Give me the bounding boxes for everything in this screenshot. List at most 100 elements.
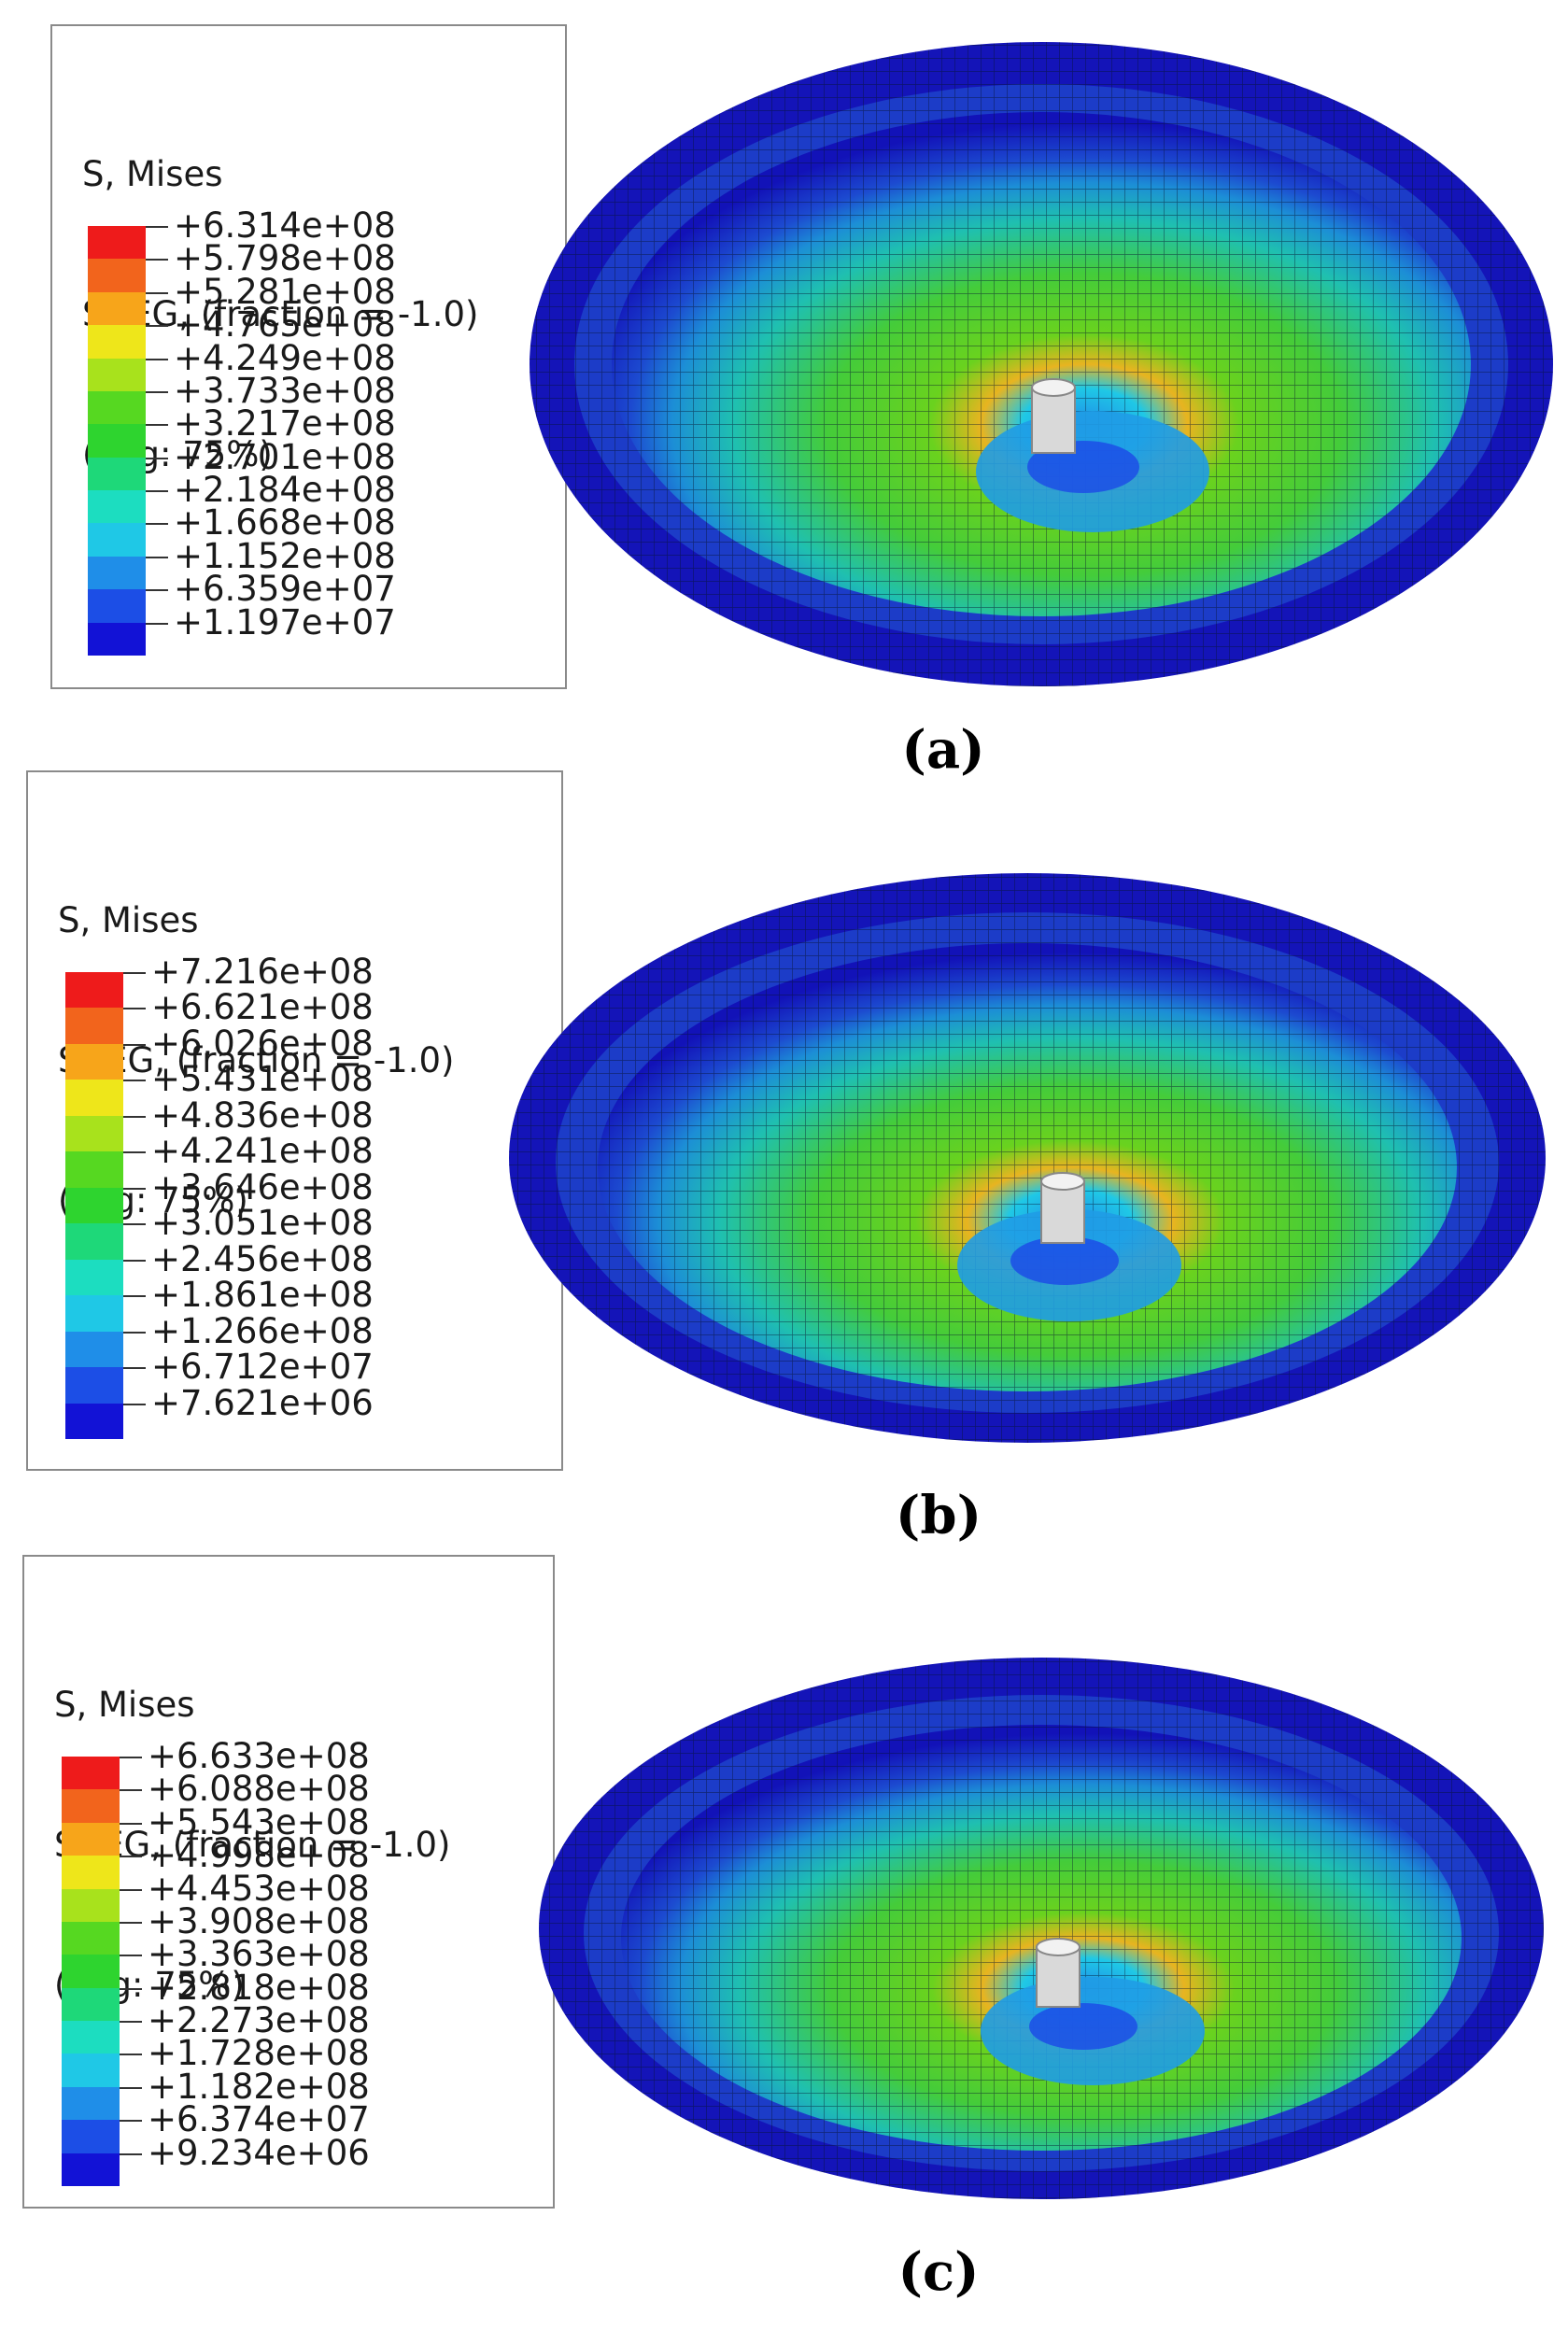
stress-contour-plot [530,42,1553,686]
scale-tick-label: +3.051e+08 [151,1203,374,1244]
color-scale: +7.216e+08 +6.621e+08 +6.026e+08 +5.431e+08… [65,954,542,1439]
color-band [62,1757,120,1790]
scale-tick-label: +1.861e+08 [151,1275,374,1316]
scale-tick [120,1856,142,1858]
scale-tick-label: +6.374e+07 [148,2099,370,2140]
color-band [88,259,146,292]
color-band [88,523,146,557]
color-band [62,1921,120,1955]
color-band [62,2054,120,2087]
color-band [65,1008,123,1044]
scale-tick [120,1955,142,1957]
scale-tick-label: +5.281e+08 [174,271,396,312]
scale-tick-label: +7.621e+06 [151,1382,374,1423]
legend-box: S, Mises SNEG, (fraction = -1.0) (Avg: 7… [50,24,567,689]
scale-tick-label: +4.765e+08 [174,304,396,346]
color-band [62,1856,120,1889]
color-band [88,291,146,326]
scale-tick [120,2054,142,2056]
scale-tick-label: +6.026e+08 [151,1023,374,1064]
stress-contour-plot [509,873,1546,1443]
color-band [88,226,146,260]
color-scale: +6.314e+08 +5.798e+08 +5.281e+08 +4.765e+08… [88,208,545,656]
scale-tick-label: +5.798e+08 [174,238,396,279]
scale-tick-label: +6.712e+07 [151,1347,374,1388]
scale-tick-label: +1.668e+08 [174,502,396,543]
scale-tick [146,589,168,592]
legend-box: S, Mises SNEG, (fraction = -1.0) (Avg: 7… [22,1555,555,2209]
scale-tick [123,1008,146,1010]
scale-tick [123,1331,146,1334]
scale-tick-label: +1.197e+07 [174,601,396,642]
scale-tick [123,1151,146,1154]
color-band [88,589,146,623]
color-band [62,1955,120,1988]
scale-tick-label: +1.152e+08 [174,535,396,576]
scale-tick-label: +4.453e+08 [148,1868,370,1909]
scale-tick [123,1115,146,1118]
color-band [65,972,123,1009]
scale-tick [123,1295,146,1298]
color-band [62,1822,120,1856]
scale-tick [123,1403,146,1405]
color-band [65,1223,123,1260]
scale-tick [120,1987,142,1990]
panel-a: S, Mises SNEG, (fraction = -1.0) (Avg: 7… [0,0,1568,781]
scale-tick [120,1822,142,1825]
stress-contour-plot [539,1658,1544,2199]
panel-b: S, Mises SNEG, (fraction = -1.0) (Avg: 7… [0,770,1568,1551]
punch-icon [1031,378,1076,454]
scale-tick [146,226,168,228]
scale-tick [146,390,168,393]
scale-tick-label: +7.216e+08 [151,952,374,992]
scale-tick [146,291,168,294]
scale-tick [146,259,168,261]
scale-tick [146,457,168,459]
scale-tick [120,1921,142,1924]
scale-tick [120,2152,142,2155]
color-band [62,2120,120,2153]
scale-tick-label: +2.273e+08 [148,2000,370,2041]
scale-tick-label: +4.241e+08 [151,1131,374,1172]
scale-tick-label: +1.266e+08 [151,1310,374,1351]
scale-tick [146,490,168,493]
scale-tick [123,1367,146,1370]
color-band [62,1987,120,2022]
scale-tick [146,325,168,328]
scale-tick-label: +6.359e+07 [174,569,396,610]
scale-tick-label: +9.234e+06 [148,2132,370,2173]
scale-tick [120,2086,142,2089]
scale-tick-label: +6.314e+08 [174,205,396,246]
color-band [65,1331,123,1368]
scale-tick-label: +4.249e+08 [174,337,396,378]
color-band [65,1367,123,1404]
bowl-bottom-core [1029,2003,1137,2050]
legend-title: S, Mises [58,900,199,940]
scale-tick-label: +6.633e+08 [148,1736,370,1776]
color-band [88,556,146,590]
scale-tick [120,2021,142,2024]
panel-c: S, Mises SNEG, (fraction = -1.0) (Avg: 7… [0,1555,1568,2336]
color-band [65,1080,123,1116]
color-band [65,1403,123,1439]
color-band [88,325,146,359]
scale-tick-label: +5.543e+08 [148,1801,370,1842]
legend-title: S, Mises [82,154,223,194]
color-band [62,2152,120,2186]
color-band [65,1295,123,1332]
color-band [62,1888,120,1922]
scale-tick [123,972,146,974]
scale-tick [120,1789,142,1792]
scale-tick-label: +2.701e+08 [174,436,396,477]
scale-tick [120,1888,142,1891]
scale-tick [146,523,168,526]
scale-tick-label: +6.088e+08 [148,1769,370,1810]
scale-tick-label: +3.217e+08 [174,403,396,445]
scale-tick [146,424,168,427]
scale-tick-label: +1.728e+08 [148,2033,370,2074]
scale-tick [123,1080,146,1082]
color-band [88,358,146,391]
scale-tick [146,556,168,558]
scale-tick [123,1187,146,1190]
color-band [65,1259,123,1296]
